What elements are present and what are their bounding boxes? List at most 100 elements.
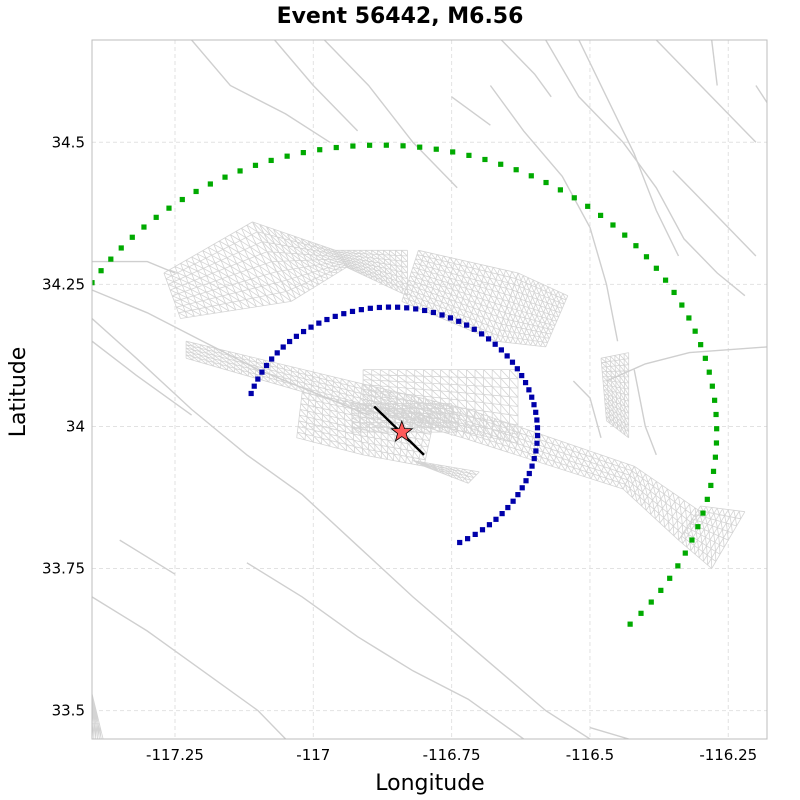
fault-trace	[655, 40, 757, 143]
data-point	[248, 390, 254, 397]
data-point	[324, 316, 330, 323]
data-point	[526, 387, 532, 393]
fault-trace	[246, 562, 525, 739]
y-tick-label: 34	[66, 417, 85, 435]
data-point	[350, 143, 356, 149]
data-point	[643, 254, 650, 260]
data-point	[129, 234, 135, 240]
fault-trace	[606, 346, 767, 382]
data-point	[708, 482, 714, 489]
data-point	[627, 621, 633, 627]
data-point	[263, 362, 270, 369]
inner-arc-series	[248, 304, 541, 546]
data-point	[464, 536, 471, 542]
data-point	[367, 305, 373, 311]
data-point	[251, 383, 257, 389]
epicenter-star-icon	[390, 419, 414, 442]
data-point	[498, 347, 504, 353]
data-point	[713, 440, 720, 446]
fault-mesh	[495, 272, 569, 348]
data-point	[519, 485, 525, 491]
data-point	[255, 376, 261, 382]
data-point	[702, 355, 708, 361]
fault-trace	[191, 40, 331, 143]
fault-trace	[755, 85, 767, 103]
data-point	[166, 205, 172, 211]
fault-trace	[500, 40, 552, 98]
x-axis-label: Longitude	[375, 771, 484, 796]
fault-mesh	[622, 465, 701, 541]
data-point	[713, 411, 719, 418]
data-point	[367, 142, 373, 148]
x-tick-label: -116.25	[699, 746, 757, 764]
data-point	[383, 142, 389, 148]
data-point	[504, 353, 510, 359]
data-point	[529, 463, 535, 469]
data-point	[534, 432, 541, 439]
data-point	[471, 326, 477, 332]
data-point	[667, 575, 673, 581]
data-series	[92, 142, 720, 627]
data-point	[308, 324, 314, 330]
data-point	[404, 305, 410, 311]
data-point	[153, 214, 159, 220]
fault-trace	[711, 40, 718, 86]
y-axis-label: Latitude	[6, 347, 31, 438]
data-point	[682, 550, 688, 556]
data-point	[597, 212, 604, 218]
data-point	[280, 344, 286, 350]
data-point	[706, 369, 712, 375]
y-axis-ticks: 33.5 33.75 34 34.25 34.5	[42, 133, 85, 719]
fault-trace	[672, 170, 757, 257]
data-point	[514, 366, 520, 372]
fault-trace	[119, 539, 176, 575]
data-point	[400, 143, 406, 149]
data-point	[413, 306, 419, 312]
fault-mesh	[252, 221, 347, 302]
data-point	[515, 492, 521, 498]
data-point	[534, 417, 540, 423]
data-point	[712, 397, 718, 403]
data-point	[689, 537, 695, 543]
fault-trace	[451, 96, 491, 126]
data-point	[300, 328, 307, 335]
x-tick-label: -116.75	[423, 746, 481, 764]
fault-trace	[572, 380, 602, 438]
data-point	[300, 150, 306, 156]
data-point	[492, 341, 498, 347]
fault-traces	[92, 40, 767, 739]
fault-mesh	[462, 409, 635, 490]
data-point	[543, 179, 549, 186]
data-point	[499, 510, 505, 517]
data-point	[714, 426, 720, 432]
fault-mesh	[412, 460, 480, 484]
fault-mesh	[92, 693, 104, 739]
fault-trace	[323, 40, 458, 189]
data-point	[433, 146, 439, 152]
data-point	[482, 156, 488, 163]
fault-trace	[545, 40, 746, 297]
x-tick-label: -117	[296, 746, 330, 764]
data-point	[534, 425, 541, 431]
fault-trace	[92, 340, 193, 416]
data-point	[269, 356, 275, 362]
plot-frame	[91, 39, 768, 740]
data-point	[622, 232, 628, 238]
fault-trace	[92, 317, 591, 739]
data-point	[316, 320, 322, 326]
data-point	[533, 448, 539, 454]
data-point	[252, 162, 259, 168]
data-point	[417, 144, 423, 150]
data-point	[332, 313, 338, 319]
y-tick-label: 34.25	[42, 275, 85, 293]
data-point	[653, 265, 659, 271]
data-point	[439, 312, 445, 318]
data-point	[237, 168, 243, 174]
data-point	[709, 383, 715, 389]
data-point	[686, 315, 692, 321]
y-tick-label: 33.75	[42, 560, 85, 578]
data-point	[675, 563, 681, 569]
fault-trace	[633, 369, 657, 456]
fault-mesh	[335, 249, 408, 297]
